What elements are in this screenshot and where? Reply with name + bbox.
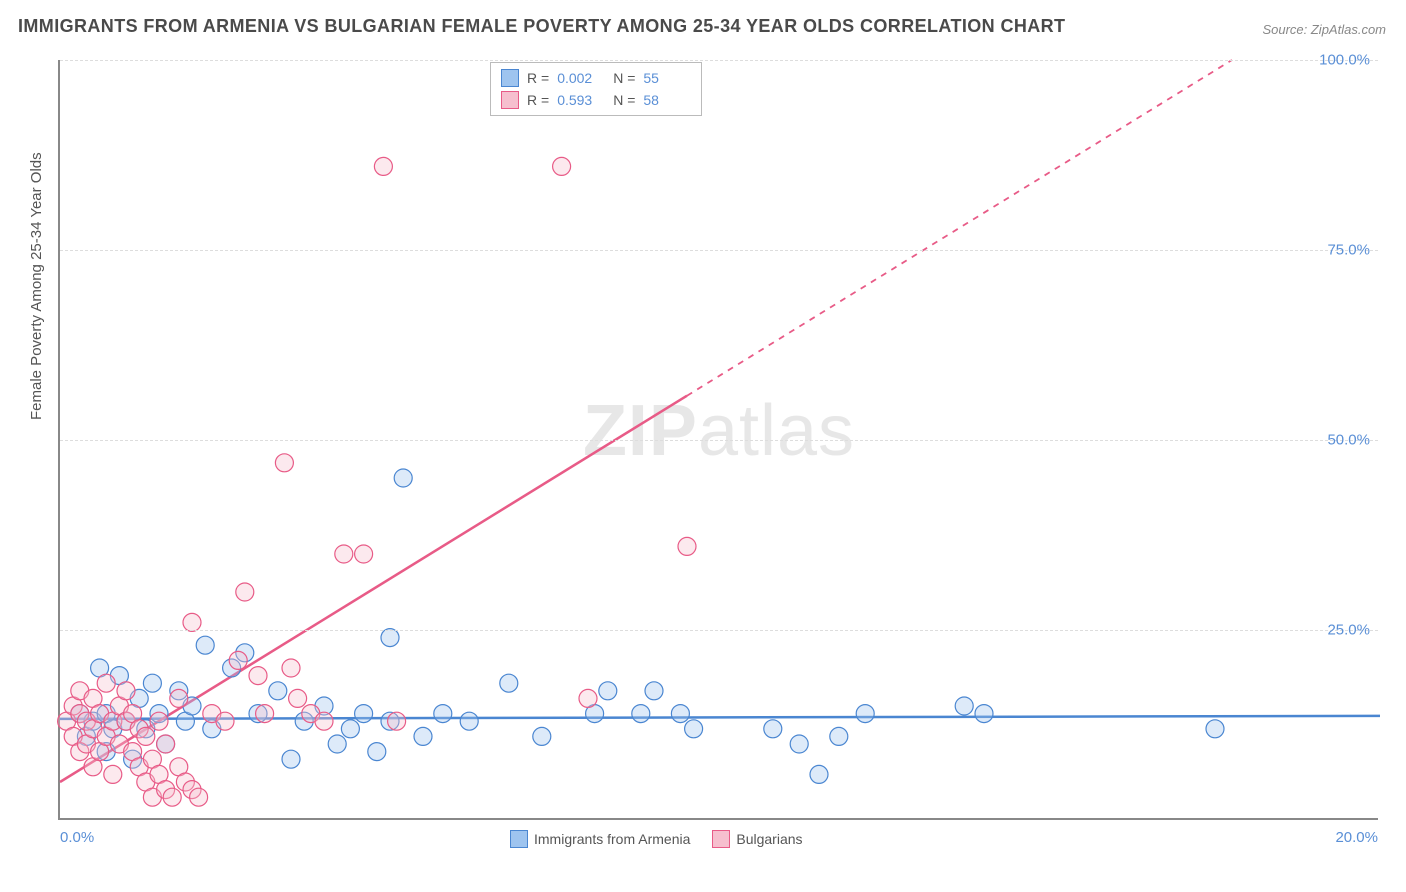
legend-item-armenia: Immigrants from Armenia — [510, 830, 690, 848]
data-point — [355, 545, 373, 563]
data-point — [315, 712, 333, 730]
series-legend: Immigrants from Armenia Bulgarians — [510, 830, 803, 848]
data-point — [671, 705, 689, 723]
swatch-bulgarians — [712, 830, 730, 848]
legend-label-bulgarians: Bulgarians — [736, 831, 802, 847]
ytick-label: 100.0% — [1319, 52, 1370, 69]
data-point — [553, 157, 571, 175]
data-point — [414, 727, 432, 745]
data-point — [810, 765, 828, 783]
data-point — [374, 157, 392, 175]
xtick-label: 20.0% — [1335, 829, 1378, 846]
data-point — [269, 682, 287, 700]
data-point — [685, 720, 703, 738]
gridline — [60, 440, 1378, 441]
gridline — [60, 630, 1378, 631]
data-point — [104, 765, 122, 783]
data-point — [289, 689, 307, 707]
chart-plot-area: ZIPatlas R = 0.002 N = 55 R = 0.593 N = … — [58, 60, 1378, 820]
data-point — [381, 629, 399, 647]
data-point — [137, 727, 155, 745]
data-point — [341, 720, 359, 738]
data-point — [434, 705, 452, 723]
ytick-label: 75.0% — [1327, 242, 1370, 259]
data-point — [1206, 720, 1224, 738]
ytick-label: 50.0% — [1327, 432, 1370, 449]
data-point — [500, 674, 518, 692]
data-point — [678, 537, 696, 555]
data-point — [388, 712, 406, 730]
data-point — [275, 454, 293, 472]
data-point — [150, 712, 168, 730]
data-point — [196, 636, 214, 654]
data-point — [229, 651, 247, 669]
data-point — [790, 735, 808, 753]
data-point — [216, 712, 234, 730]
data-point — [975, 705, 993, 723]
data-point — [856, 705, 874, 723]
data-point — [143, 674, 161, 692]
data-point — [645, 682, 663, 700]
y-axis-label: Female Poverty Among 25-34 Year Olds — [28, 152, 45, 420]
data-point — [533, 727, 551, 745]
legend-label-armenia: Immigrants from Armenia — [534, 831, 690, 847]
data-point — [282, 659, 300, 677]
data-point — [368, 743, 386, 761]
chart-title: IMMIGRANTS FROM ARMENIA VS BULGARIAN FEM… — [18, 16, 1065, 37]
data-point — [394, 469, 412, 487]
data-point — [632, 705, 650, 723]
xtick-label: 0.0% — [60, 829, 94, 846]
swatch-armenia — [510, 830, 528, 848]
data-point — [256, 705, 274, 723]
data-point — [163, 788, 181, 806]
scatter-svg — [60, 60, 1378, 818]
data-point — [764, 720, 782, 738]
data-point — [460, 712, 478, 730]
data-point — [170, 689, 188, 707]
data-point — [183, 613, 201, 631]
data-point — [335, 545, 353, 563]
gridline — [60, 250, 1378, 251]
legend-item-bulgarians: Bulgarians — [712, 830, 802, 848]
data-point — [249, 667, 267, 685]
data-point — [355, 705, 373, 723]
data-point — [236, 583, 254, 601]
gridline — [60, 60, 1378, 61]
data-point — [579, 689, 597, 707]
trend-line-dashed — [687, 60, 1232, 396]
source-attribution: Source: ZipAtlas.com — [1262, 22, 1386, 37]
data-point — [282, 750, 300, 768]
data-point — [830, 727, 848, 745]
data-point — [157, 735, 175, 753]
data-point — [190, 788, 208, 806]
data-point — [97, 674, 115, 692]
data-point — [117, 682, 135, 700]
ytick-label: 25.0% — [1327, 622, 1370, 639]
data-point — [328, 735, 346, 753]
data-point — [955, 697, 973, 715]
data-point — [599, 682, 617, 700]
